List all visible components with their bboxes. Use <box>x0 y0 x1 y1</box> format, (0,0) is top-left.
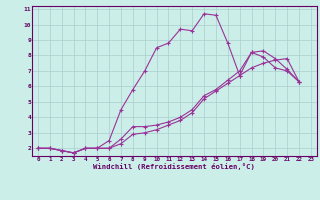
X-axis label: Windchill (Refroidissement éolien,°C): Windchill (Refroidissement éolien,°C) <box>93 163 255 170</box>
